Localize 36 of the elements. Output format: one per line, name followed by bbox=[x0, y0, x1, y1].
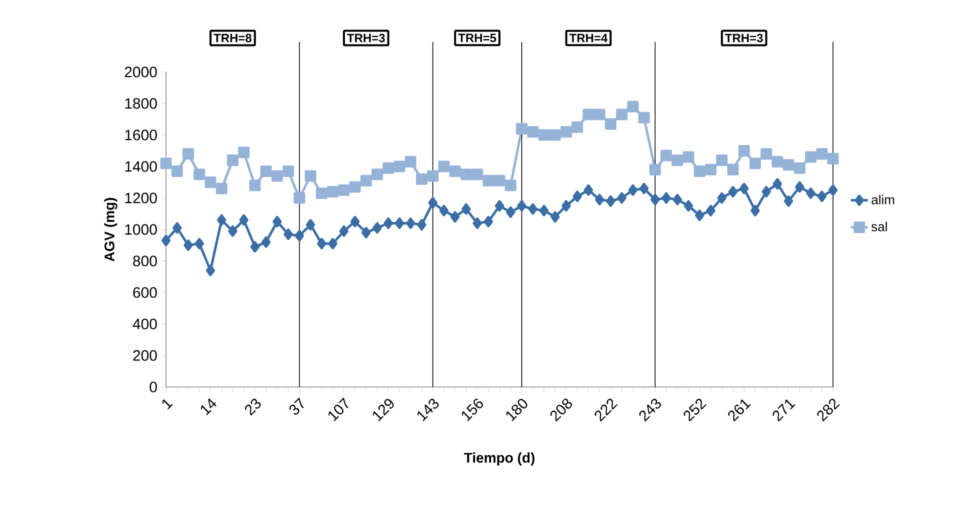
y-tick-label: 1600 bbox=[125, 130, 157, 140]
x-tick-label: 156 bbox=[462, 398, 484, 422]
x-tick-label: 1 bbox=[162, 399, 173, 410]
text: TRH=5 bbox=[458, 34, 496, 42]
y-tick-label: 1800 bbox=[125, 98, 157, 109]
legend-label: alim bbox=[872, 194, 894, 204]
text: TRH=8 bbox=[214, 34, 252, 42]
x-tick-label: 243 bbox=[639, 398, 661, 422]
x-axis-title: Tiempo (d) bbox=[464, 452, 534, 466]
x-tick-label: 282 bbox=[817, 398, 840, 422]
x-tick-label: 261 bbox=[728, 399, 751, 422]
x-tick-label: 271 bbox=[772, 399, 796, 422]
text: TRH=3 bbox=[725, 34, 763, 42]
y-tick-label: 1000 bbox=[125, 224, 157, 235]
x-tick-label: 23 bbox=[244, 398, 261, 416]
y-tick-label: 200 bbox=[133, 350, 157, 361]
text: TRH=3 bbox=[347, 34, 385, 42]
y-tick-label: 600 bbox=[133, 287, 157, 298]
y-tick-label: 2000 bbox=[124, 66, 157, 78]
x-tick-label: 208 bbox=[550, 398, 572, 422]
x-tick-label: 14 bbox=[200, 398, 216, 416]
x-tick-label: 222 bbox=[594, 398, 618, 422]
text: TRH=4 bbox=[569, 34, 608, 42]
x-tick-label: 129 bbox=[372, 398, 394, 422]
x-tick-label: 143 bbox=[417, 398, 439, 422]
y-tick-label: 400 bbox=[132, 318, 157, 330]
y-tick-label: 800 bbox=[133, 256, 157, 266]
x-tick-label: 252 bbox=[684, 398, 706, 422]
x-tick-label: 37 bbox=[289, 398, 304, 415]
y-axis-title: AGV (mg) bbox=[104, 198, 118, 262]
y-tick-label: 1400 bbox=[125, 161, 157, 172]
x-tick-label: 107 bbox=[328, 398, 348, 422]
y-tick-label: 1200 bbox=[125, 192, 157, 204]
x-tick-label: 180 bbox=[506, 398, 528, 422]
y-tick-label: 0 bbox=[150, 382, 157, 392]
legend-label: sal bbox=[871, 222, 887, 232]
